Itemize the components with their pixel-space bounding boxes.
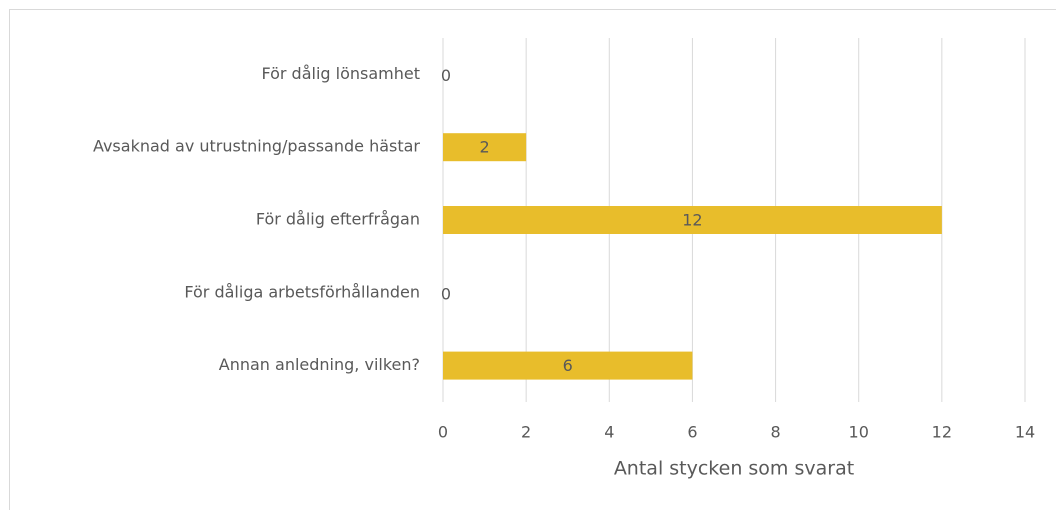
- x-tick-label: 6: [687, 423, 697, 442]
- x-tick-label: 12: [932, 423, 952, 442]
- data-label: 12: [682, 211, 702, 230]
- data-label: 2: [479, 138, 489, 157]
- bar: [443, 206, 942, 234]
- x-tick-label: 4: [604, 423, 614, 442]
- y-tick-label: För dålig efterfrågan: [256, 210, 420, 229]
- y-tick-label: För dåliga arbetsförhållanden: [184, 282, 420, 301]
- x-tick-label: 14: [1015, 423, 1035, 442]
- y-tick-label: För dålig lönsamhet: [261, 64, 420, 83]
- bar: [443, 351, 693, 380]
- x-tick-label: 0: [438, 423, 448, 442]
- data-label: 0: [441, 284, 451, 303]
- data-label: 6: [563, 356, 573, 375]
- chart-border: [9, 9, 1056, 510]
- y-tick-label: Annan anledning, vilken?: [219, 355, 420, 374]
- x-tick-label: 8: [770, 423, 780, 442]
- y-tick-label: Avsaknad av utrustning/passande hästar: [93, 137, 420, 156]
- data-label: 0: [441, 66, 451, 85]
- x-tick-label: 2: [521, 423, 531, 442]
- x-axis-title: Antal stycken som svarat: [614, 458, 854, 480]
- x-tick-label: 10: [849, 423, 869, 442]
- bar: [443, 133, 527, 162]
